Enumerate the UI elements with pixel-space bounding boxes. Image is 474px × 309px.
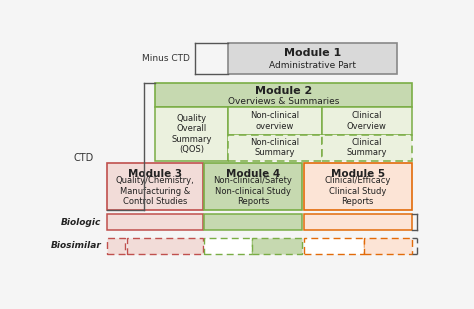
Bar	[204, 238, 252, 254]
Bar	[303, 214, 412, 230]
Bar	[322, 107, 412, 135]
Bar	[204, 214, 301, 230]
Bar	[303, 163, 412, 210]
Bar	[107, 238, 125, 254]
Text: Module 1: Module 1	[284, 48, 341, 58]
Text: Quality/Chemistry,
Manufacturing &
Control Studies: Quality/Chemistry, Manufacturing & Contr…	[115, 176, 194, 206]
Text: Clinical/Efficacy
Clinical Study
Reports: Clinical/Efficacy Clinical Study Reports	[325, 176, 391, 206]
Bar	[107, 214, 202, 230]
Text: Module 3: Module 3	[128, 169, 182, 179]
Bar	[228, 43, 397, 74]
Bar	[127, 238, 202, 254]
Bar	[252, 238, 301, 254]
Bar	[228, 107, 322, 135]
Text: Clinical
Overview: Clinical Overview	[347, 111, 387, 131]
Text: Non-clinical/Safety
Non-clinical Study
Reports: Non-clinical/Safety Non-clinical Study R…	[214, 176, 292, 206]
Bar	[322, 135, 412, 161]
Bar	[364, 238, 412, 254]
Text: Clinical
Summary: Clinical Summary	[346, 138, 387, 157]
Text: Biologic: Biologic	[61, 218, 101, 226]
Bar	[155, 83, 412, 107]
Text: Administrative Part: Administrative Part	[269, 61, 356, 70]
Text: Module 5: Module 5	[331, 169, 385, 179]
Text: CTD: CTD	[73, 154, 93, 163]
Bar	[204, 163, 301, 210]
Text: Non-clinical
overview: Non-clinical overview	[250, 111, 300, 131]
Text: Module 2: Module 2	[255, 86, 312, 96]
Text: Overviews & Summaries: Overviews & Summaries	[228, 97, 339, 106]
Bar	[228, 135, 322, 161]
Text: Quality
Overall
Summary
(QOS): Quality Overall Summary (QOS)	[171, 114, 212, 154]
Text: Non-clinical
Summary: Non-clinical Summary	[250, 138, 300, 157]
Text: Biosimilar: Biosimilar	[51, 241, 101, 250]
Text: Module 4: Module 4	[226, 169, 280, 179]
Text: Minus CTD: Minus CTD	[142, 54, 190, 63]
Bar	[107, 163, 202, 210]
Bar	[155, 107, 228, 161]
Bar	[303, 238, 364, 254]
